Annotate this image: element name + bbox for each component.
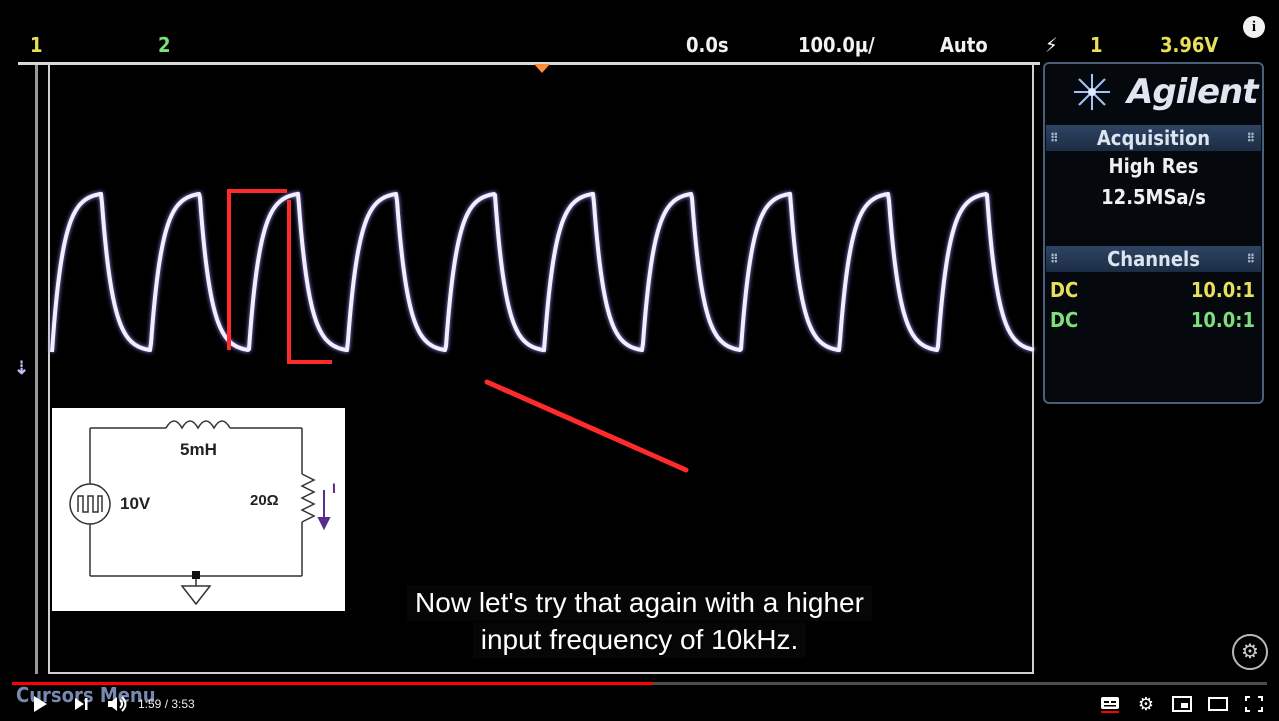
acquisition-header: ⠿ Acquisition ⠿ <box>1046 125 1261 151</box>
scope-status-bar: 1 2 0.0s 100.0µ/ Auto ⚡ 1 3.96V <box>0 30 1279 60</box>
settings-icon: ⚙ <box>1137 693 1155 714</box>
progress-bar[interactable] <box>12 682 1267 685</box>
settings-button[interactable]: ⚙ <box>1134 691 1158 717</box>
scope-graticule <box>48 62 1034 674</box>
player-controls: 1:59 / 3:53 ⚙ <box>0 688 1279 721</box>
volume-button[interactable] <box>104 691 130 717</box>
inductor-symbol <box>165 420 231 430</box>
resistor-label: 20Ω <box>250 492 279 509</box>
trigger-level: 3.96V <box>1160 33 1219 57</box>
ground-marker-icon: ⇣ <box>14 358 30 378</box>
timebase-readout: 100.0µ/ <box>798 33 875 57</box>
channel-1-coupling: DC <box>1050 278 1079 302</box>
channel-1-indicator: 1 <box>30 33 43 57</box>
sample-rate: 12.5MSa/s <box>1101 185 1206 209</box>
trigger-position-marker <box>534 64 550 73</box>
channel-2-probe: 10.0:1 <box>1190 308 1255 332</box>
caption-line-1: Now let's try that again with a higher <box>407 585 872 621</box>
time-display: 1:59 / 3:53 <box>138 697 195 711</box>
subtitles-button[interactable] <box>1098 691 1122 717</box>
caption-line-2: input frequency of 10kHz. <box>472 622 807 658</box>
waveform-trace <box>50 191 1035 353</box>
subtitles-icon <box>1101 697 1119 713</box>
acquisition-title: Acquisition <box>1096 126 1211 150</box>
brand-logo: Agilent <box>1067 70 1258 114</box>
theater-button[interactable] <box>1206 691 1230 717</box>
channels-title: Channels <box>1107 247 1200 271</box>
next-button[interactable] <box>70 691 92 717</box>
volume-icon <box>108 696 127 712</box>
info-icon[interactable]: i <box>1243 16 1265 38</box>
scope-side-panel <box>1043 62 1264 404</box>
agilent-spark-icon <box>1074 74 1110 110</box>
current-label: I <box>332 480 336 496</box>
caption-line-2-wrap: input frequency of 10kHz. <box>0 622 1279 658</box>
channels-header: ⠿ Channels ⠿ <box>1046 246 1261 272</box>
trigger-edge-icon: ⚡ <box>1045 33 1058 57</box>
channel-watermark-icon[interactable]: ⚙ <box>1232 634 1268 670</box>
trigger-channel: 1 <box>1090 33 1103 57</box>
acquisition-mode: High Res <box>1108 154 1199 178</box>
channel-1-probe: 10.0:1 <box>1190 278 1255 302</box>
channel-2-coupling: DC <box>1050 308 1079 332</box>
fullscreen-button[interactable] <box>1242 691 1266 717</box>
inductor-label: 5mH <box>180 440 217 459</box>
delay-readout: 0.0s <box>686 33 729 57</box>
brand-name: Agilent <box>1127 72 1258 112</box>
channel-row-2: DC 10.0:1 <box>1050 308 1255 334</box>
fullscreen-icon <box>1245 696 1263 712</box>
channel-row-1: DC 10.0:1 <box>1050 278 1255 304</box>
red-annotation-square <box>227 189 287 350</box>
miniplayer-icon <box>1172 696 1192 712</box>
channel-2-indicator: 2 <box>158 33 171 57</box>
play-icon <box>34 696 47 712</box>
caption-line-1-wrap: Now let's try that again with a higher <box>0 585 1279 621</box>
red-annotation-pointer <box>484 379 689 473</box>
miniplayer-button[interactable] <box>1170 691 1194 717</box>
progress-played <box>12 682 654 685</box>
resistor-symbol <box>300 473 316 523</box>
grid-top-edge <box>18 62 1040 65</box>
trigger-mode: Auto <box>940 33 988 57</box>
circuit-diagram: 5mH 10V 20Ω I <box>52 408 345 611</box>
grid-left-edge <box>35 62 38 674</box>
theater-icon <box>1208 697 1228 711</box>
play-button[interactable] <box>28 691 52 717</box>
source-label: 10V <box>120 494 151 513</box>
source-symbol <box>69 483 111 525</box>
next-icon <box>75 698 88 710</box>
red-annotation-square-fall <box>287 200 332 364</box>
